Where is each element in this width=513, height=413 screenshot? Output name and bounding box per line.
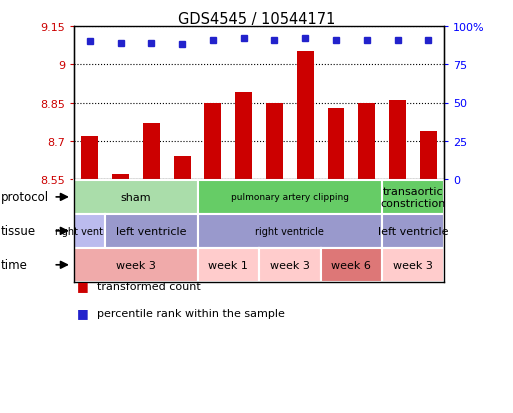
Text: week 6: week 6: [331, 260, 371, 270]
Text: pulmonary artery clipping: pulmonary artery clipping: [231, 193, 349, 202]
Text: sham: sham: [121, 192, 151, 202]
Text: left ventricle: left ventricle: [116, 226, 187, 236]
Text: right ventricle: right ventricle: [255, 226, 324, 236]
Bar: [173, 157, 190, 180]
Text: tissue: tissue: [1, 225, 36, 238]
Text: week 3: week 3: [270, 260, 310, 270]
Text: week 1: week 1: [208, 260, 248, 270]
Text: ■: ■: [77, 280, 89, 293]
Bar: [81, 136, 98, 180]
Text: percentile rank within the sample: percentile rank within the sample: [97, 308, 285, 318]
Bar: [389, 101, 406, 180]
Bar: [143, 123, 160, 180]
Text: GDS4545 / 10544171: GDS4545 / 10544171: [178, 12, 335, 27]
Bar: [297, 52, 313, 180]
Bar: [266, 103, 283, 180]
Text: transaortic
constriction: transaortic constriction: [380, 187, 446, 208]
Text: left ventricle: left ventricle: [378, 226, 448, 236]
Text: transformed count: transformed count: [97, 281, 201, 291]
Text: week 3: week 3: [116, 260, 156, 270]
Text: time: time: [1, 259, 28, 272]
Bar: [204, 103, 222, 180]
Text: protocol: protocol: [1, 191, 49, 204]
Text: week 3: week 3: [393, 260, 433, 270]
Bar: [235, 93, 252, 180]
Bar: [112, 175, 129, 180]
Bar: [420, 131, 437, 180]
Text: right ventricle: right ventricle: [55, 226, 124, 236]
Bar: [358, 103, 375, 180]
Text: ■: ■: [77, 306, 89, 320]
Bar: [327, 108, 344, 180]
